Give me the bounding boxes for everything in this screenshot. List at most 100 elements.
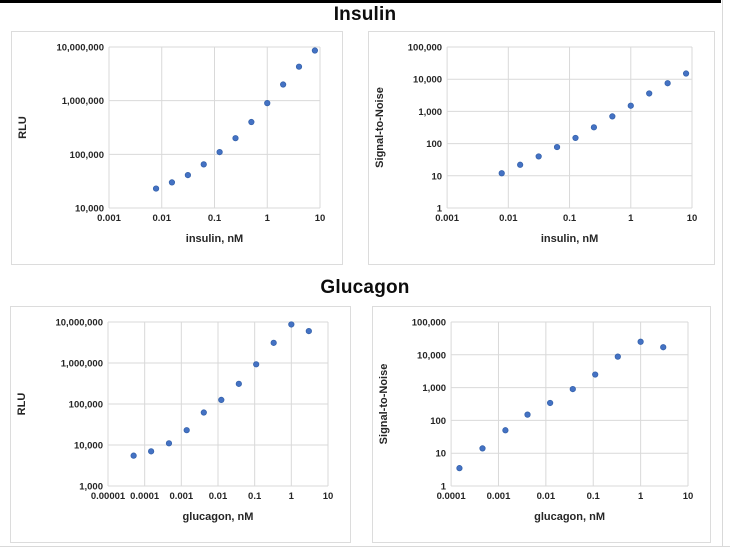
svg-text:insulin, nM: insulin, nM (541, 233, 598, 245)
svg-text:10,000: 10,000 (413, 75, 442, 86)
data-point (479, 445, 486, 452)
svg-text:0.001: 0.001 (97, 213, 121, 224)
svg-text:1: 1 (628, 213, 634, 224)
svg-text:100,000: 100,000 (412, 318, 446, 329)
svg-text:10,000: 10,000 (75, 204, 104, 215)
insulin-signal-to-noise-chart-panel: 0.001 0.01 0.1 1 10 1 10 100 1,000 10,000 100,000 i… (368, 31, 715, 265)
data-point (130, 452, 137, 459)
data-point (553, 143, 561, 151)
data-point (498, 170, 505, 177)
svg-text:RLU: RLU (16, 393, 28, 416)
data-point (535, 153, 542, 160)
data-point (305, 327, 312, 335)
svg-text:0.01: 0.01 (499, 213, 518, 224)
data-point (200, 409, 207, 416)
data-point (232, 135, 239, 142)
svg-text:100: 100 (430, 416, 446, 427)
svg-text:0.001: 0.001 (169, 491, 193, 502)
svg-text:1,000,000: 1,000,000 (61, 359, 103, 370)
glucagon-section-title: Glucagon (320, 277, 410, 298)
data-point (627, 102, 634, 109)
data-point (664, 80, 671, 87)
window-right-border (722, 0, 723, 547)
data-point (609, 113, 616, 120)
insulin-signal-to-noise-plot: 0.001 0.01 0.1 1 10 1 10 100 1,000 10,000 100,000 i… (374, 43, 698, 246)
data-point (280, 81, 287, 88)
svg-text:0.1: 0.1 (208, 213, 222, 224)
glucagon-signal-to-noise-plot: 0.0001 0.001 0.01 0.1 1 10 1 10 100 1,000 10,000 10… (378, 318, 694, 524)
svg-text:100,000: 100,000 (69, 400, 103, 411)
svg-text:0.0001: 0.0001 (130, 491, 160, 502)
window-bottom-border (0, 546, 730, 547)
svg-text:0.01: 0.01 (153, 213, 172, 224)
svg-text:1,000: 1,000 (422, 383, 446, 394)
data-point (590, 124, 598, 131)
svg-text:0.0001: 0.0001 (437, 491, 467, 502)
data-point (646, 90, 653, 97)
data-point (311, 47, 318, 54)
svg-text:1,000: 1,000 (418, 107, 442, 118)
svg-text:1: 1 (265, 213, 271, 224)
data-point (517, 161, 524, 168)
svg-text:0.1: 0.1 (587, 491, 601, 502)
data-point (148, 448, 155, 455)
svg-text:0.01: 0.01 (209, 491, 228, 502)
data-point (184, 172, 191, 179)
data-point (288, 321, 295, 328)
glucagon-signal-to-noise-chart-panel: 0.0001 0.001 0.01 0.1 1 10 1 10 100 1,000 10,000 10… (372, 306, 711, 543)
data-point (183, 427, 190, 434)
insulin-rlu-chart-panel: 0.001 0.01 0.1 1 10 10,000 100,000 1,000,000 10,… (11, 31, 343, 265)
svg-text:0.001: 0.001 (435, 213, 459, 224)
data-point (235, 380, 242, 387)
svg-text:1,000: 1,000 (79, 482, 103, 493)
svg-text:1: 1 (638, 491, 644, 502)
svg-text:10,000,000: 10,000,000 (55, 318, 103, 329)
svg-text:insulin, nM: insulin, nM (186, 233, 243, 245)
svg-text:0.1: 0.1 (248, 491, 262, 502)
data-point (218, 396, 225, 403)
svg-text:1,000,000: 1,000,000 (62, 96, 104, 107)
data-point (660, 344, 667, 351)
svg-text:100,000: 100,000 (408, 43, 442, 54)
glucagon-rlu-plot: 0.00001 0.0001 0.001 0.01 0.1 1 10 1,000 10,000 1… (16, 318, 334, 524)
data-point (253, 361, 260, 368)
svg-text:1: 1 (441, 482, 447, 493)
data-point (295, 63, 303, 70)
data-point (270, 339, 277, 346)
svg-text:10: 10 (315, 213, 326, 224)
svg-text:10: 10 (323, 491, 334, 502)
data-point (502, 427, 509, 434)
svg-text:RLU: RLU (17, 116, 29, 139)
svg-text:1: 1 (437, 204, 443, 215)
data-point (637, 338, 644, 345)
svg-text:100,000: 100,000 (70, 150, 104, 161)
svg-text:0.001: 0.001 (487, 491, 511, 502)
svg-text:0.00001: 0.00001 (91, 491, 126, 502)
window-top-border (0, 0, 721, 3)
svg-text:100: 100 (426, 139, 442, 150)
svg-text:0.1: 0.1 (563, 213, 577, 224)
data-point (592, 371, 599, 378)
glucagon-rlu-chart-panel: 0.00001 0.0001 0.001 0.01 0.1 1 10 1,000 10,000 1… (10, 306, 351, 543)
svg-text:10: 10 (687, 213, 698, 224)
data-point (456, 465, 463, 472)
svg-text:1: 1 (289, 491, 295, 502)
data-point (547, 399, 554, 407)
svg-text:10,000,000: 10,000,000 (56, 43, 104, 54)
svg-text:10,000: 10,000 (74, 441, 103, 452)
svg-text:10: 10 (432, 171, 443, 182)
data-point (168, 179, 176, 186)
svg-text:Signal-to-Noise: Signal-to-Noise (374, 87, 386, 168)
data-point (524, 411, 531, 418)
insulin-rlu-plot: 0.001 0.01 0.1 1 10 10,000 100,000 1,000,000 10,… (17, 43, 326, 246)
data-point (264, 100, 271, 107)
svg-text:10: 10 (683, 491, 694, 502)
data-point (682, 70, 690, 77)
insulin-section-title: Insulin (333, 4, 397, 25)
data-point (152, 185, 160, 192)
data-point (614, 353, 621, 360)
data-point (248, 118, 255, 126)
svg-text:Signal-to-Noise: Signal-to-Noise (378, 364, 390, 445)
svg-text:glucagon, nM: glucagon, nM (183, 511, 254, 523)
